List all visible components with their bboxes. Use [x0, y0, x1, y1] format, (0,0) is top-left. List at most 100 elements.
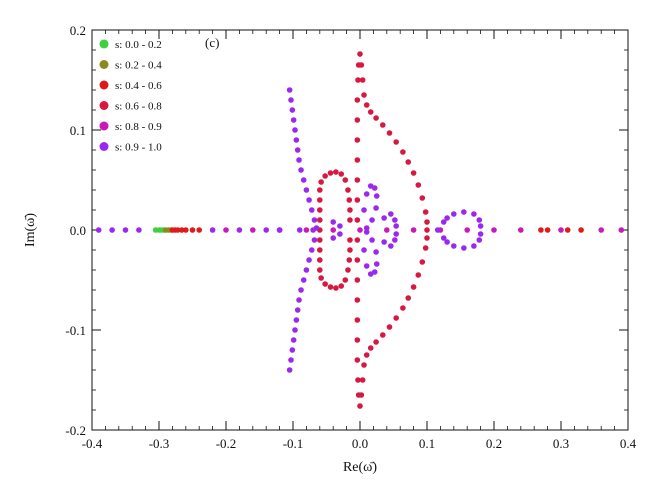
data-point	[363, 352, 370, 358]
data-point	[476, 237, 483, 243]
data-point	[419, 259, 426, 265]
x-tick-label: -0.2	[216, 436, 237, 451]
data-point	[303, 227, 310, 233]
data-point	[424, 235, 430, 241]
panel-label: (c)	[205, 35, 219, 50]
data-point	[95, 227, 102, 233]
data-point	[363, 102, 370, 108]
data-point	[415, 272, 422, 278]
legend-marker	[99, 101, 109, 110]
data-points	[95, 51, 625, 409]
data-point	[464, 227, 471, 233]
data-point	[393, 315, 399, 321]
series	[95, 87, 484, 373]
data-point	[223, 227, 229, 233]
legend-label: s: 0.2 - 0.4	[115, 60, 162, 72]
data-point	[371, 269, 378, 275]
data-point	[618, 227, 625, 233]
data-point	[359, 377, 366, 383]
data-point	[311, 237, 318, 243]
data-point	[354, 277, 361, 283]
data-point	[347, 237, 353, 243]
legend-label: s: 0.4 - 0.6	[115, 80, 162, 92]
data-point	[363, 225, 370, 231]
data-point	[298, 287, 304, 293]
data-point	[294, 147, 301, 153]
data-point	[317, 257, 323, 263]
data-point	[354, 357, 361, 363]
x-tick-label: 0.0	[352, 436, 368, 451]
data-point	[303, 267, 310, 273]
data-point	[354, 217, 361, 223]
data-point	[371, 185, 378, 191]
data-point	[298, 167, 304, 173]
data-point	[381, 239, 387, 245]
data-point	[491, 227, 497, 233]
data-point	[388, 243, 394, 249]
data-point	[317, 187, 323, 193]
data-point	[410, 227, 417, 233]
data-point	[358, 392, 365, 398]
legend-label: s: 0.6 - 0.8	[115, 101, 162, 113]
data-point	[373, 205, 379, 211]
data-point	[337, 231, 343, 237]
data-point	[292, 127, 298, 133]
x-tick-label: -0.3	[149, 436, 170, 451]
x-axis-label: Re(ω̄)	[343, 460, 377, 475]
data-point	[357, 227, 363, 233]
data-point	[308, 247, 315, 253]
data-point	[347, 207, 353, 213]
data-point	[518, 227, 524, 233]
data-point	[306, 197, 312, 203]
legend: s: 0.0 - 0.2 s: 0.2 - 0.4 s: 0.4 - 0.6 s: 0…	[99, 39, 162, 154]
x-tick-label: 0.2	[486, 436, 502, 451]
data-point	[317, 217, 323, 223]
data-point	[373, 115, 379, 121]
data-point	[345, 267, 351, 273]
data-point	[296, 157, 302, 163]
data-point	[361, 207, 367, 213]
x-tick-label: -0.4	[82, 436, 103, 451]
data-point	[330, 227, 337, 233]
data-point	[355, 77, 361, 83]
data-point	[440, 235, 447, 241]
data-point	[347, 217, 353, 223]
data-point	[286, 87, 293, 93]
data-point	[209, 227, 216, 233]
data-point	[289, 107, 296, 113]
data-point	[296, 297, 302, 303]
data-point	[136, 227, 142, 233]
data-point	[451, 211, 457, 217]
y-tick-label: -0.1	[65, 323, 86, 338]
data-point	[400, 149, 406, 155]
y-axis: -0.2 -0.1 0.0 0.1 0.2	[65, 23, 628, 438]
data-point	[346, 197, 353, 203]
data-point	[367, 345, 374, 351]
data-point	[300, 177, 307, 183]
y-tick-label: -0.2	[65, 423, 86, 438]
data-point	[189, 227, 196, 233]
data-point	[122, 227, 129, 233]
data-point	[451, 243, 457, 249]
data-point	[388, 211, 394, 217]
data-point	[410, 170, 417, 176]
y-axis-label: Im(ω̄)	[23, 213, 38, 247]
data-point	[300, 277, 307, 283]
series	[317, 51, 430, 409]
data-point	[317, 207, 323, 213]
data-point	[317, 197, 323, 203]
data-point	[461, 209, 467, 215]
data-point	[363, 229, 370, 235]
data-point	[109, 227, 115, 233]
data-point	[250, 227, 256, 233]
data-point	[424, 227, 430, 233]
data-point	[333, 169, 339, 175]
data-point	[419, 195, 426, 201]
data-point	[405, 159, 412, 165]
data-point	[424, 219, 430, 225]
data-point	[354, 257, 361, 263]
data-point	[337, 223, 343, 229]
data-point	[393, 139, 399, 145]
data-point	[290, 337, 297, 343]
legend-label: s: 0.9 - 1.0	[115, 142, 162, 154]
